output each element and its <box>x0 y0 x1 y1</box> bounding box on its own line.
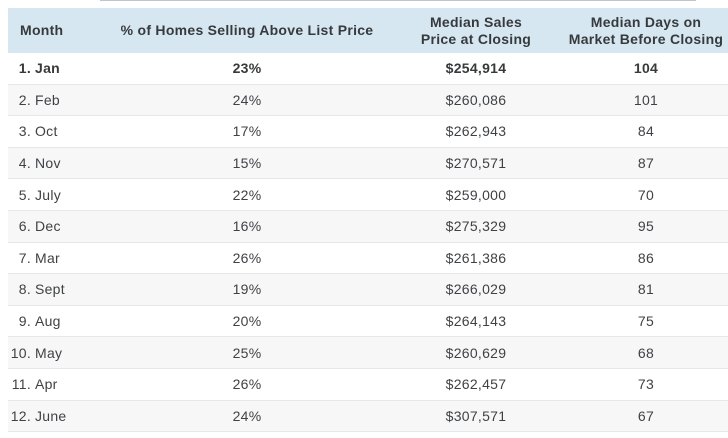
month-label: Nov <box>35 155 61 172</box>
cell-month: 8. Sept <box>8 273 104 306</box>
cell-month: 10. May <box>8 336 104 369</box>
row-number: 12. <box>10 407 31 424</box>
cell-pct-above-list: 26% <box>104 242 390 275</box>
cell-pct-above-list: 24% <box>104 400 390 433</box>
month-label: Mar <box>35 249 60 266</box>
cell-median-days: 68 <box>562 336 728 369</box>
month-label: June <box>35 407 67 424</box>
cell-month: 2. Feb <box>8 84 104 117</box>
cell-median-price: $262,943 <box>390 115 562 148</box>
month-label: Oct <box>35 123 58 140</box>
table-row: 11. Apr 26% $262,457 73 <box>8 368 728 401</box>
row-number: 6. <box>18 218 31 235</box>
housing-stats-table: Month % of Homes Selling Above List Pric… <box>8 8 728 433</box>
cell-month: 5. July <box>8 178 104 211</box>
cell-median-price: $260,629 <box>390 336 562 369</box>
table-header: Month % of Homes Selling Above List Pric… <box>8 8 728 53</box>
cell-median-price: $260,086 <box>390 84 562 117</box>
cell-median-price: $270,571 <box>390 147 562 180</box>
row-number: 2. <box>18 91 31 108</box>
column-header-median-price: Median Sales Price at Closing <box>390 8 562 53</box>
row-number: 5. <box>18 186 31 203</box>
table-row: 7. Mar 26% $261,386 86 <box>8 242 728 275</box>
month-label: Apr <box>35 376 58 393</box>
cell-median-price: $275,329 <box>390 210 562 243</box>
cell-median-days: 104 <box>562 53 728 85</box>
table-row: 1. Jan 23% $254,914 104 <box>8 53 728 85</box>
month-label: Dec <box>35 218 61 235</box>
row-number: 11. <box>11 376 31 393</box>
cell-month: 9. Aug <box>8 305 104 338</box>
cell-median-days: 101 <box>562 84 728 117</box>
row-number: 3. <box>18 123 31 140</box>
column-header-month: Month <box>8 8 104 53</box>
month-label: Jan <box>35 60 60 77</box>
cell-pct-above-list: 20% <box>104 305 390 338</box>
cell-median-days: 84 <box>562 115 728 148</box>
cell-median-days: 86 <box>562 242 728 275</box>
month-label: Feb <box>35 91 60 108</box>
month-label: May <box>35 344 63 361</box>
column-header-median-days: Median Days on Market Before Closing <box>562 8 728 53</box>
cell-median-days: 81 <box>562 273 728 306</box>
housing-stats-table-wrap: Month % of Homes Selling Above List Pric… <box>8 8 728 433</box>
cell-pct-above-list: 23% <box>104 53 390 85</box>
cell-median-price: $254,914 <box>390 53 562 85</box>
cell-month: 4. Nov <box>8 147 104 180</box>
cell-median-price: $307,571 <box>390 400 562 433</box>
cell-month: 1. Jan <box>8 53 104 85</box>
table-row: 12. June 24% $307,571 67 <box>8 400 728 433</box>
cell-pct-above-list: 15% <box>104 147 390 180</box>
table-row: 9. Aug 20% $264,143 75 <box>8 305 728 338</box>
cell-median-price: $262,457 <box>390 368 562 401</box>
month-label: July <box>35 186 62 203</box>
cell-month: 6. Dec <box>8 210 104 243</box>
column-header-pct-above-list: % of Homes Selling Above List Price <box>104 8 390 53</box>
row-number: 1. <box>18 60 31 77</box>
cell-pct-above-list: 19% <box>104 273 390 306</box>
row-number: 9. <box>18 313 31 330</box>
cell-pct-above-list: 25% <box>104 336 390 369</box>
cell-pct-above-list: 24% <box>104 84 390 117</box>
table-row: 6. Dec 16% $275,329 95 <box>8 210 728 243</box>
table-row: 2. Feb 24% $260,086 101 <box>8 84 728 117</box>
cell-pct-above-list: 17% <box>104 115 390 148</box>
row-number: 8. <box>18 281 31 298</box>
cell-month: 11. Apr <box>8 368 104 401</box>
cell-pct-above-list: 22% <box>104 178 390 211</box>
table-row: 4. Nov 15% $270,571 87 <box>8 147 728 180</box>
table-row: 3. Oct 17% $262,943 84 <box>8 115 728 148</box>
cell-median-days: 70 <box>562 178 728 211</box>
month-label: Aug <box>35 313 61 330</box>
table-row: 8. Sept 19% $266,029 81 <box>8 273 728 306</box>
cell-pct-above-list: 26% <box>104 368 390 401</box>
cell-median-days: 73 <box>562 368 728 401</box>
cell-month: 7. Mar <box>8 242 104 275</box>
cell-median-days: 87 <box>562 147 728 180</box>
cell-median-days: 95 <box>562 210 728 243</box>
cell-median-price: $259,000 <box>390 178 562 211</box>
cell-median-days: 75 <box>562 305 728 338</box>
row-number: 7. <box>18 249 31 266</box>
cell-median-price: $261,386 <box>390 242 562 275</box>
cell-pct-above-list: 16% <box>104 210 390 243</box>
row-number: 4. <box>18 155 31 172</box>
table-row: 5. July 22% $259,000 70 <box>8 178 728 211</box>
cell-month: 3. Oct <box>8 115 104 148</box>
cell-median-price: $264,143 <box>390 305 562 338</box>
table-row: 10. May 25% $260,629 68 <box>8 336 728 369</box>
cell-median-price: $266,029 <box>390 273 562 306</box>
table-body: 1. Jan 23% $254,914 104 2. Feb 24% $260,08… <box>8 53 728 433</box>
top-crop-line <box>100 0 696 1</box>
header-row: Month % of Homes Selling Above List Pric… <box>8 8 728 53</box>
month-label: Sept <box>35 281 65 298</box>
cell-month: 12. June <box>8 400 104 433</box>
cell-median-days: 67 <box>562 400 728 433</box>
row-number: 10. <box>10 344 31 361</box>
